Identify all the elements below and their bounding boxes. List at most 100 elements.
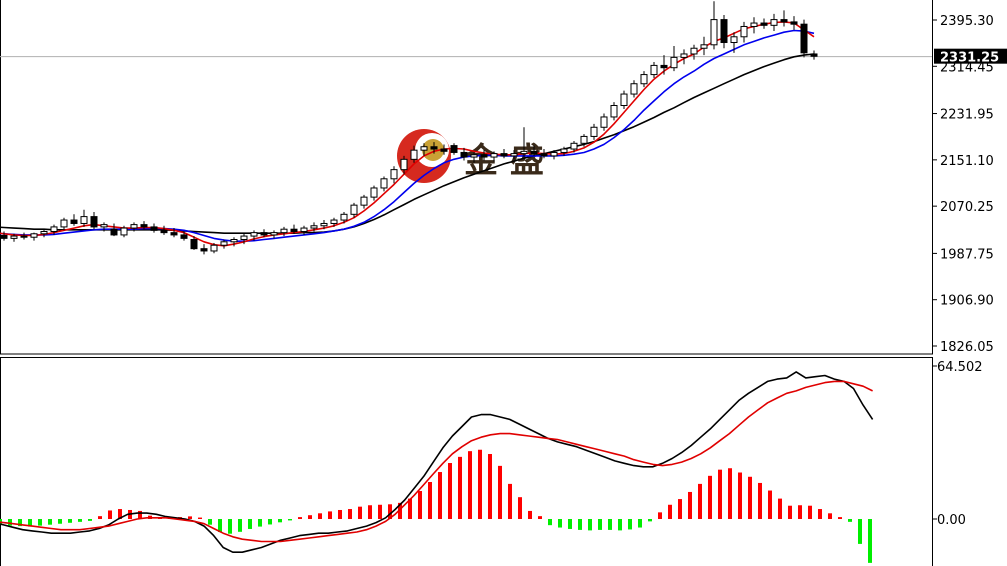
macd-histogram-bar <box>788 505 792 519</box>
macd-histogram-bar <box>268 519 272 525</box>
candle <box>80 209 88 227</box>
candle-body <box>300 227 308 232</box>
current-price-label: 2331.25 <box>940 51 999 66</box>
candle-body <box>790 21 798 25</box>
candle-body <box>250 232 258 237</box>
candle <box>420 143 428 156</box>
macd-line <box>0 371 874 554</box>
macd-histogram-bar <box>328 511 332 519</box>
macd-histogram-bar <box>298 517 302 519</box>
macd-histogram-bar <box>558 519 562 528</box>
macd-histogram-bar <box>638 519 642 528</box>
candle-body <box>590 126 598 137</box>
macd-signal-line <box>0 380 873 543</box>
candle-body <box>520 150 528 155</box>
candle <box>320 220 328 230</box>
candle <box>560 146 568 156</box>
candle-body <box>190 239 198 250</box>
macd-histogram-bar <box>428 481 432 519</box>
macd-histogram-bar <box>848 519 852 522</box>
macd-histogram-bar <box>138 510 142 519</box>
candle <box>90 212 98 230</box>
candle <box>20 232 28 240</box>
candle <box>710 1 718 50</box>
candle-body <box>40 230 48 235</box>
candle-body <box>290 228 298 232</box>
candle <box>60 217 68 231</box>
candle <box>670 45 678 72</box>
macd-histogram-bar <box>378 504 382 519</box>
candle <box>450 143 458 155</box>
candle-body <box>670 56 678 69</box>
candle-body <box>240 235 248 241</box>
candle <box>310 222 318 232</box>
candle-body <box>800 23 808 54</box>
candle-body <box>610 105 618 118</box>
candle <box>70 214 78 226</box>
candle-body <box>440 148 448 152</box>
macd-histogram-bar <box>248 519 252 529</box>
candle-body <box>780 19 788 23</box>
macd-histogram-bar <box>598 519 602 530</box>
macd-histogram-bar <box>678 499 682 519</box>
macd-histogram-bar <box>188 516 192 519</box>
candle-body <box>640 74 648 85</box>
macd-histogram-bar <box>818 509 822 519</box>
candle-body <box>50 226 58 232</box>
candle <box>250 230 258 241</box>
price-tick-label: 1826.05 <box>940 340 994 355</box>
macd-histogram-bar <box>718 469 722 519</box>
macd-histogram-bar <box>8 519 12 526</box>
macd-histogram <box>0 449 872 563</box>
macd-histogram-bar <box>568 519 572 529</box>
candle-body <box>30 233 38 238</box>
watermark-text: 金 盛 <box>463 141 544 181</box>
candle-body <box>570 142 578 150</box>
macd-histogram-bar <box>288 519 292 521</box>
macd-histogram-bar <box>308 515 312 519</box>
candle-body <box>450 145 458 153</box>
candle-body <box>630 83 638 95</box>
macd-histogram-bar <box>98 516 102 519</box>
candle <box>730 32 738 53</box>
candle-body <box>0 235 8 239</box>
candle-body <box>600 116 608 128</box>
candle <box>360 194 368 209</box>
candle-body <box>380 178 388 189</box>
macd-histogram-bar <box>388 504 392 519</box>
candle <box>530 145 538 156</box>
candle <box>270 230 278 239</box>
macd-histogram-bar <box>768 490 772 519</box>
price-tick-label: 2395.30 <box>940 14 994 29</box>
macd-histogram-bar <box>728 468 732 519</box>
candlesticks <box>0 1 818 255</box>
macd-histogram-bar <box>78 519 82 522</box>
candle-body <box>350 204 358 215</box>
candle-body <box>170 232 178 236</box>
macd-histogram-bar <box>648 519 652 522</box>
candle-body <box>320 222 328 227</box>
price-tick-label: 1906.90 <box>940 294 994 309</box>
candle <box>280 226 288 237</box>
macd-histogram-bar <box>478 449 482 519</box>
candle <box>520 127 528 158</box>
candle <box>770 13 778 32</box>
candle-body <box>130 224 138 229</box>
price-axis: 2395.30 2314.45 2231.95 2151.10 2070.25 1987.… <box>932 14 1007 355</box>
macd-histogram-bar <box>538 516 542 519</box>
macd-histogram-bar <box>688 491 692 519</box>
candle-body <box>460 151 468 158</box>
candle-body <box>80 216 88 224</box>
macd-histogram-bar <box>398 502 402 519</box>
candle-body <box>210 244 218 252</box>
candle <box>580 134 588 147</box>
candle <box>660 55 668 75</box>
candle-body <box>650 64 658 76</box>
macd-histogram-bar <box>228 519 232 534</box>
candle <box>100 222 108 232</box>
macd-histogram-bar <box>318 513 322 519</box>
candle <box>240 233 248 245</box>
candle <box>490 151 498 162</box>
candle <box>750 17 758 34</box>
